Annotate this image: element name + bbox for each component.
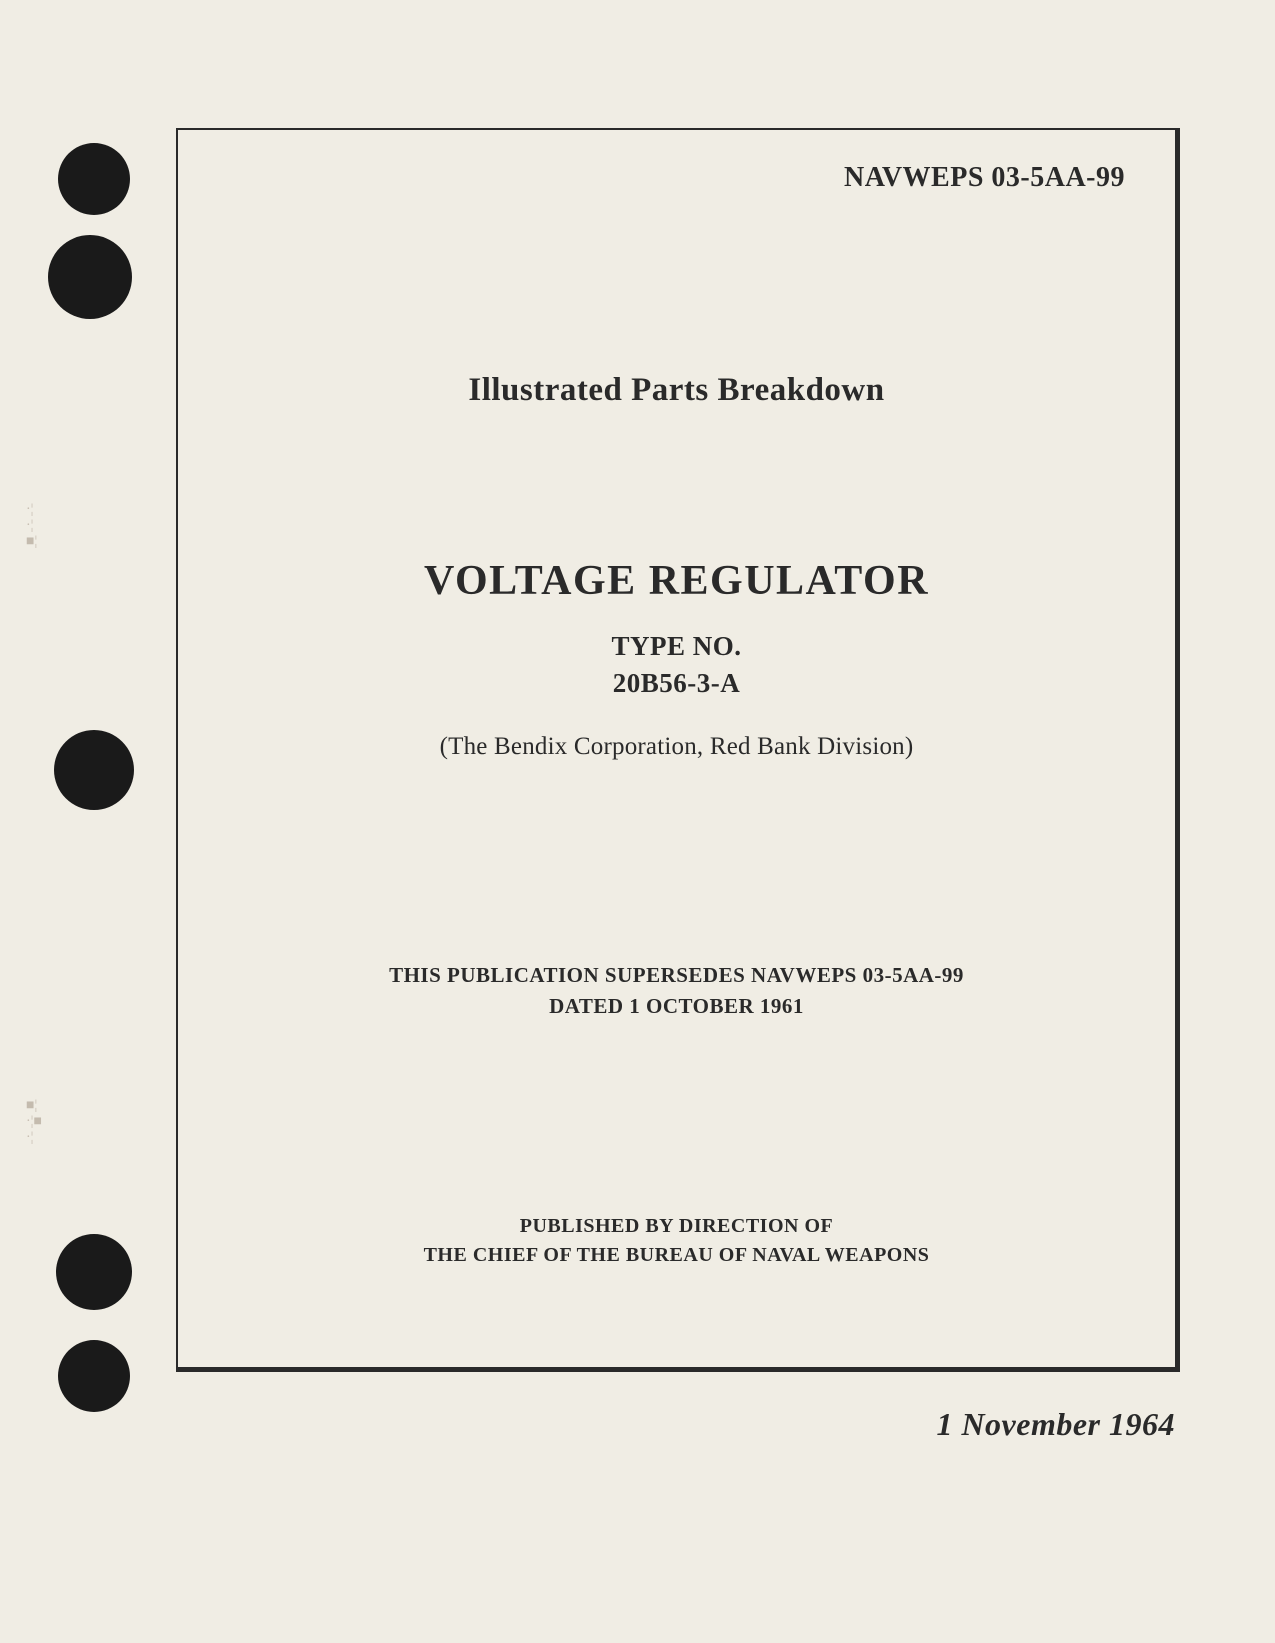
document-page: ·¦·¦■¦ ■¦·¦■·¦ NAVWEPS 03-5AA-99 Illustr… — [0, 0, 1275, 1643]
punch-hole — [54, 730, 134, 810]
punch-hole — [56, 1234, 132, 1310]
published-by-line1: PUBLISHED BY DIRECTION OF — [218, 1215, 1135, 1238]
supersedes-text-line1: THIS PUBLICATION SUPERSEDES NAVWEPS 03-5… — [218, 963, 1135, 988]
document-main-title: VOLTAGE REGULATOR — [218, 557, 1135, 605]
type-number-value: 20B56-3-A — [218, 668, 1135, 699]
supersedes-text-line2: DATED 1 OCTOBER 1961 — [218, 994, 1135, 1019]
document-subtitle: Illustrated Parts Breakdown — [218, 372, 1135, 409]
punch-hole — [58, 143, 130, 215]
page-smudge: ·¦·¦■¦ — [26, 502, 37, 550]
publication-date: 1 November 1964 — [936, 1406, 1175, 1443]
content-frame: NAVWEPS 03-5AA-99 Illustrated Parts Brea… — [176, 128, 1180, 1372]
page-smudge: ■¦·¦■·¦ — [26, 1098, 42, 1146]
published-by-line2: THE CHIEF OF THE BUREAU OF NAVAL WEAPONS — [218, 1244, 1135, 1267]
document-number: NAVWEPS 03-5AA-99 — [218, 162, 1125, 194]
punch-hole — [48, 235, 132, 319]
type-number-label: TYPE NO. — [218, 631, 1135, 662]
manufacturer-text: (The Bendix Corporation, Red Bank Divisi… — [218, 733, 1135, 761]
punch-hole — [58, 1340, 130, 1412]
